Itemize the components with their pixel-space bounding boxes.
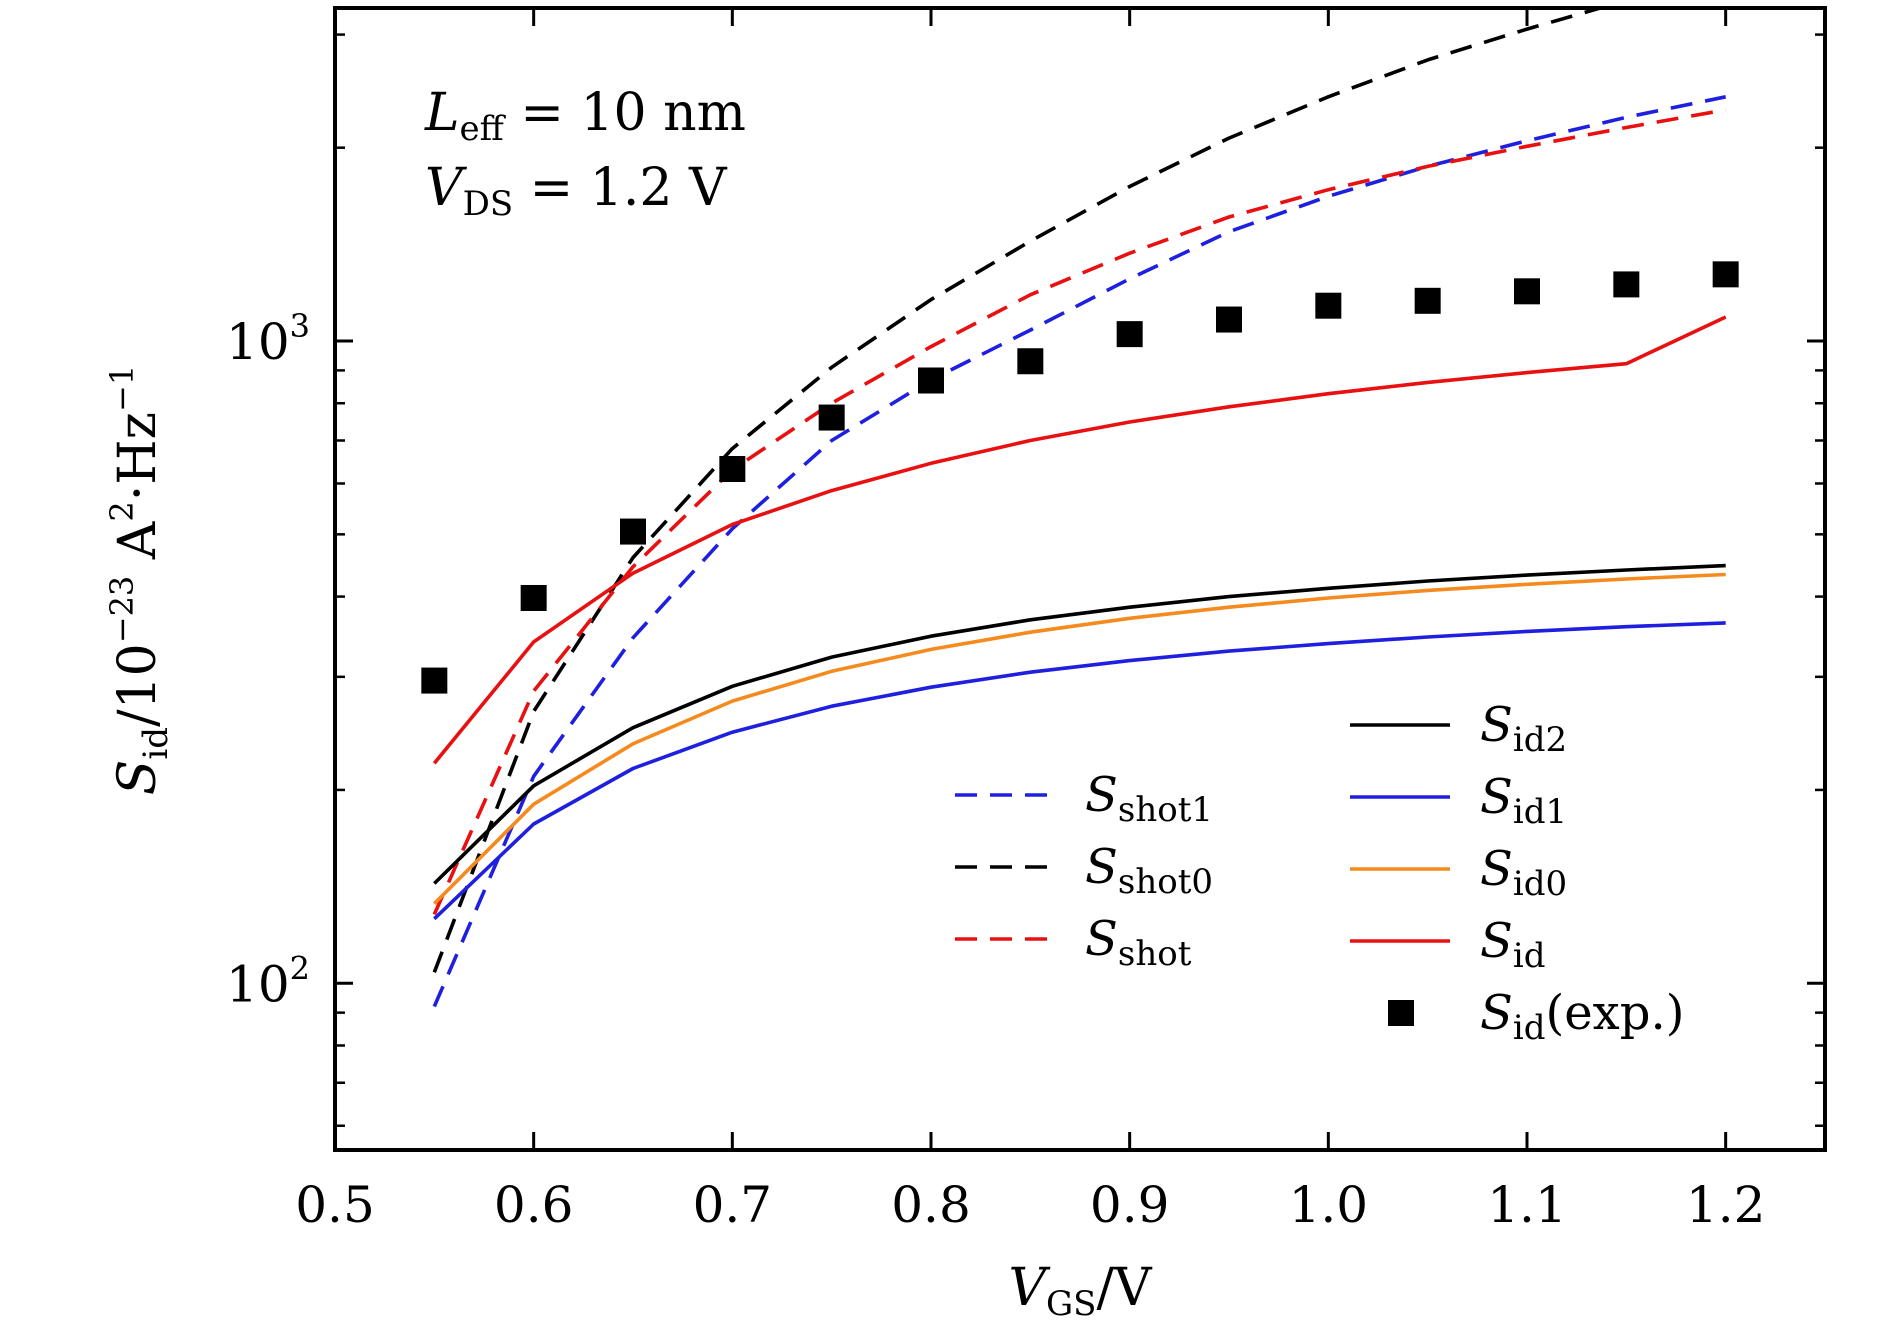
x-tick-label: 1.1 [1487,1176,1567,1234]
legend-item-shot0: Sshot0 [955,839,1213,902]
series-id1-line [433,621,1726,921]
x-tick-label: 0.8 [891,1176,971,1234]
legend: Sshot1 Sshot0 Sshot Sid2 Sid1 Sid0 Sid Sid(exp.… [955,697,1684,1048]
x-tick-label: 1.2 [1686,1176,1766,1234]
annotation-vds: VDS = 1.2 V [425,158,728,224]
legend-item-id0: Sid0 [1350,841,1567,904]
data-point [1017,348,1044,375]
legend-item-id1: Sid1 [1350,769,1567,832]
data-point [620,518,646,545]
data-point [719,455,746,482]
legend-item-shot1: Sshot1 [955,767,1213,830]
legend-label: Sshot1 [1085,767,1213,830]
legend-label: Sid2 [1480,697,1567,760]
series-id0-line [433,572,1726,905]
legend-item-id-exp: Sid(exp.) [1388,985,1684,1048]
x-tick-label: 0.6 [494,1176,574,1234]
data-point [1315,292,1342,319]
series-shot0-line [432,8,1607,973]
data-point [818,404,845,431]
legend-label: Sshot [1085,911,1192,974]
legend-label: Sshot0 [1085,839,1213,902]
series-id2-line [433,563,1726,885]
legend-marker [1388,1000,1414,1026]
data-point [918,367,944,394]
data-point [1116,321,1143,348]
legend-label: Sid(exp.) [1480,985,1684,1048]
ticks-layer: 0.5 0.6 0.7 0.8 0.9 1.0 1.1 1.2 102 103 [226,8,1825,1234]
x-axis-label: VGS/V [1008,1258,1153,1323]
data-point [421,667,448,694]
series-shot-line [432,108,1727,916]
data-point [520,584,547,611]
legend-label: Sid [1480,913,1546,976]
data-point [1414,287,1441,314]
data-point [1216,306,1242,333]
legend-item-id: Sid [1350,913,1546,976]
legend-label: Sid0 [1480,841,1567,904]
data-point [1712,261,1739,288]
data-point [1613,271,1640,298]
annotation-leff: Leff = 10 nm [424,83,746,149]
x-tick-label: 1.0 [1289,1176,1369,1234]
y-tick-label: 103 [226,307,310,371]
y-tick-label: 102 [226,949,310,1013]
series-group [421,8,1739,1008]
plot-frame [333,6,1827,1152]
x-tick-label: 0.5 [295,1176,375,1234]
series-id-exp [421,261,1739,694]
data-point [1514,278,1540,305]
series-id-line [432,315,1727,765]
y-axis-label: Sid/10−23 A2·Hz−1 [103,365,176,795]
x-tick-label: 0.9 [1090,1176,1170,1234]
series-shot1-line [432,95,1727,1008]
x-tick-label: 0.7 [693,1176,773,1234]
legend-item-shot: Sshot [955,911,1192,974]
legend-item-id2: Sid2 [1350,697,1567,760]
legend-label: Sid1 [1480,769,1567,832]
series-layer [421,8,1739,1008]
